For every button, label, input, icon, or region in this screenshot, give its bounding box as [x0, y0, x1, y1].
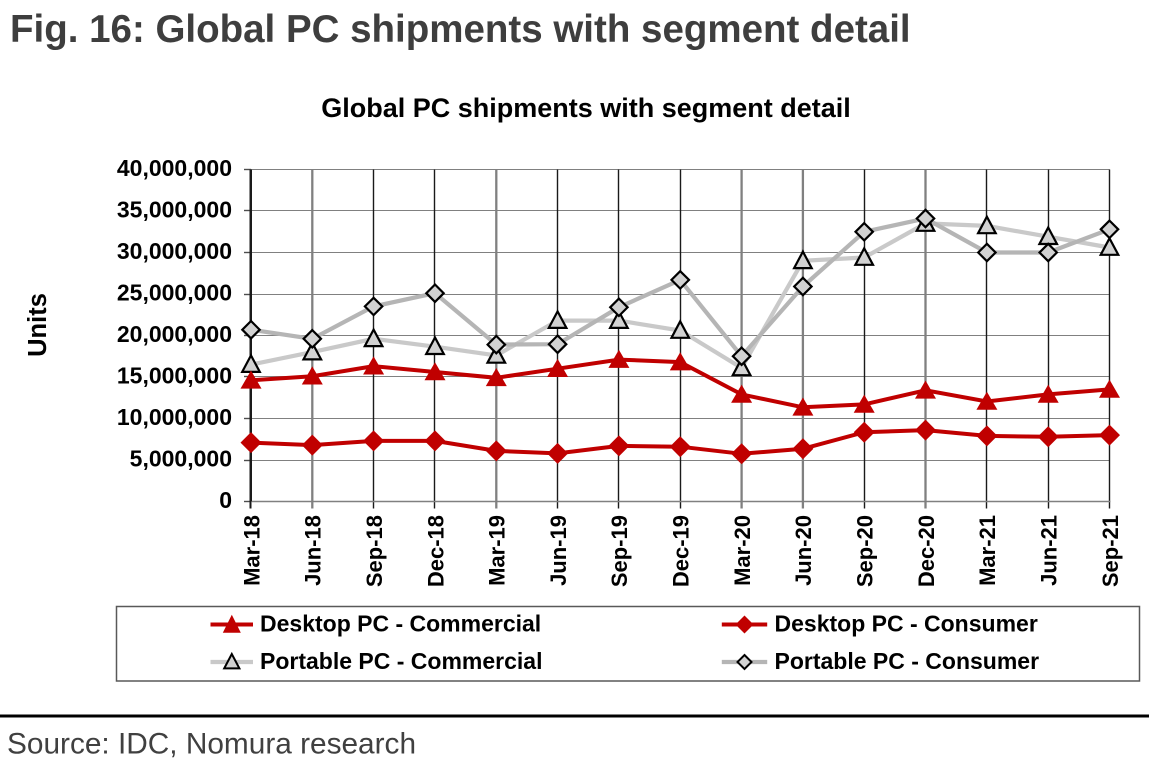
svg-text:Jun-20: Jun-20: [791, 515, 816, 586]
svg-text:Dec-19: Dec-19: [669, 515, 694, 587]
svg-text:Desktop PC - Consumer: Desktop PC - Consumer: [775, 610, 1038, 636]
svg-text:20,000,000: 20,000,000: [117, 321, 232, 347]
svg-text:Portable PC - Consumer: Portable PC - Consumer: [775, 648, 1040, 674]
svg-text:Fig. 16: Global PC shipments w: Fig. 16: Global PC shipments with segmen…: [10, 8, 911, 51]
svg-text:Global PC shipments with segme: Global PC shipments with segment detail: [321, 93, 851, 123]
svg-text:25,000,000: 25,000,000: [117, 279, 232, 305]
svg-text:Sep-20: Sep-20: [853, 515, 878, 587]
svg-text:0: 0: [219, 487, 232, 513]
svg-text:Sep-18: Sep-18: [362, 515, 387, 587]
svg-text:Source: IDC, Nomura research: Source: IDC, Nomura research: [7, 728, 416, 761]
svg-text:Sep-21: Sep-21: [1098, 515, 1123, 587]
svg-text:Portable PC - Commercial: Portable PC - Commercial: [260, 648, 542, 674]
svg-text:10,000,000: 10,000,000: [117, 404, 232, 430]
svg-text:Mar-18: Mar-18: [239, 515, 264, 586]
svg-text:30,000,000: 30,000,000: [117, 238, 232, 264]
svg-text:Jun-18: Jun-18: [301, 515, 326, 586]
svg-text:40,000,000: 40,000,000: [117, 155, 232, 181]
svg-text:Sep-19: Sep-19: [607, 515, 632, 587]
svg-text:Jun-21: Jun-21: [1037, 515, 1062, 586]
svg-text:35,000,000: 35,000,000: [117, 196, 232, 222]
svg-text:5,000,000: 5,000,000: [130, 445, 232, 471]
svg-text:Dec-20: Dec-20: [914, 515, 939, 587]
svg-text:Dec-18: Dec-18: [423, 515, 448, 587]
svg-text:Jun-19: Jun-19: [546, 515, 571, 586]
svg-text:Mar-19: Mar-19: [485, 515, 510, 586]
svg-text:15,000,000: 15,000,000: [117, 362, 232, 388]
svg-text:Mar-20: Mar-20: [730, 515, 755, 586]
svg-text:Desktop PC - Commercial: Desktop PC - Commercial: [260, 610, 541, 636]
svg-text:Mar-21: Mar-21: [975, 515, 1000, 586]
svg-text:Units: Units: [24, 293, 52, 357]
